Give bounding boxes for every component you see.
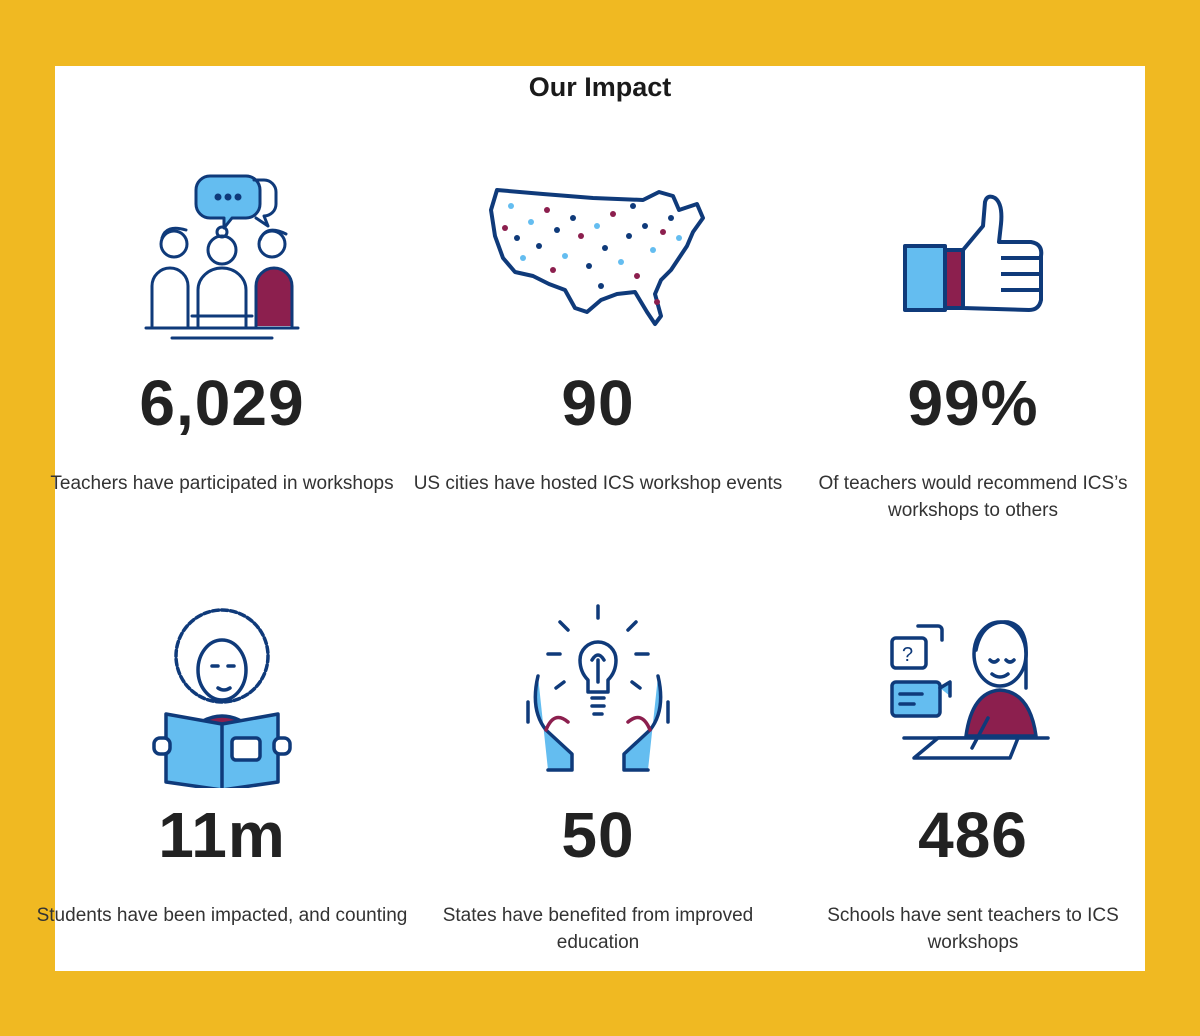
section-title: Our Impact: [528, 72, 672, 102]
student-reading-icon: [42, 598, 402, 788]
stat-description: Students have been impacted, and countin…: [36, 905, 408, 926]
map-dots: [502, 203, 682, 305]
stat-value: 90: [561, 367, 635, 439]
stat-value: 6,029: [139, 367, 305, 439]
stat-description: States have benefited from improved educ…: [442, 905, 754, 953]
stat-description: Schools have sent teachers to ICS worksh…: [827, 905, 1119, 953]
stat-description: Teachers have participated in workshops: [50, 473, 394, 494]
svg-text:?: ?: [902, 644, 913, 666]
stat-value: 99%: [907, 367, 1039, 439]
teachers-meeting-icon: [42, 166, 402, 356]
stat-value: 11m: [158, 799, 286, 871]
stat-value: 486: [918, 799, 1028, 871]
lightbulb-hands-icon: [418, 598, 778, 788]
impact-card: Our Impact: [37, 66, 1145, 971]
stat-value: 50: [561, 799, 635, 871]
teacher-writing-icon: ?: [793, 598, 1153, 788]
us-map-icon: [418, 166, 778, 356]
stat-description: US cities have hosted ICS workshop event…: [413, 473, 783, 494]
thumbs-up-icon: [793, 166, 1153, 356]
stat-description: Of teachers would recommend ICS’s worksh…: [818, 473, 1128, 521]
